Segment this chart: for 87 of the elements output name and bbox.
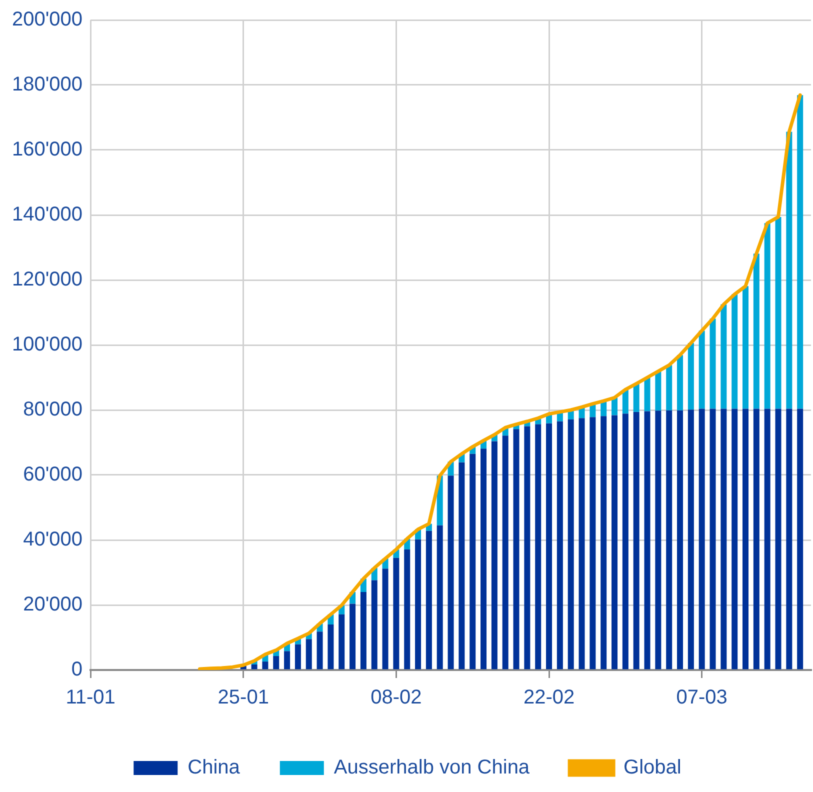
bar [458,462,465,670]
bar [797,95,804,409]
bar [578,418,585,670]
bar [524,426,530,670]
bar [786,408,792,670]
bar [491,441,498,670]
legend-label: Ausserhalb von China [334,756,530,779]
y-tick-label: 0 [71,658,83,681]
y-tick-label: 100'000 [12,334,83,356]
bar [698,408,705,670]
bar [502,436,508,670]
bar [698,330,705,409]
bar [633,412,640,670]
bar [775,408,782,670]
bar [338,614,345,670]
bar [316,632,323,670]
bar [556,421,563,670]
bar [404,549,410,670]
bar [742,408,749,670]
y-tick-label: 180'000 [12,74,83,96]
y-tick-label: 160'000 [12,138,83,161]
bar [382,568,388,670]
bar [535,424,542,670]
bar [426,530,432,670]
bar [415,539,422,670]
bar [262,662,268,670]
bar [294,644,301,670]
bar [742,286,749,409]
x-tick-label: 08-02 [370,686,422,709]
bar [644,378,650,412]
bar [470,454,476,670]
bar [710,408,716,670]
bar [251,664,258,670]
bar [753,408,760,670]
bar [677,410,684,670]
bar [797,408,804,670]
legend-label: China [188,756,241,779]
bar [600,416,607,670]
x-tick-label: 22-02 [523,686,575,709]
bar [655,410,662,670]
bar [775,216,782,409]
bar [328,624,334,670]
legend-label: Global [624,756,682,779]
x-tick-label: 11-01 [66,686,116,709]
bar [350,604,356,670]
bar [546,423,552,670]
bar [436,525,443,670]
bar [655,371,662,411]
bar [306,639,312,670]
bar [480,448,487,670]
bar [612,415,618,670]
bar [764,223,770,409]
y-tick-label: 20'000 [23,594,83,616]
bar [360,592,366,670]
bar [393,558,400,670]
bar [677,355,684,410]
y-tick-label: 40'000 [23,528,83,551]
bar [622,414,628,670]
bar [688,343,694,410]
bar [666,410,672,670]
bar [568,419,574,670]
bar [666,365,672,410]
y-tick-label: 140'000 [12,204,83,226]
bar [720,408,727,670]
bar [688,410,694,670]
bar [732,294,738,409]
y-tick-label: 120'000 [12,268,83,291]
bar [590,417,596,670]
y-tick-label: 60'000 [23,464,83,486]
bar [710,318,716,409]
bar [633,384,640,412]
bar [622,390,628,414]
bar [273,656,280,670]
x-tick-label: 25-01 [218,686,269,709]
bar [371,580,378,670]
bar [513,429,520,670]
bar [764,408,770,670]
bar [284,651,290,670]
bar [644,411,650,670]
bar [720,304,727,409]
bar [732,408,738,670]
bar [448,476,454,670]
y-tick-label: 200'000 [12,8,83,31]
bar [753,254,760,409]
y-tick-label: 80'000 [23,398,83,421]
x-tick-label: 07-03 [676,686,728,709]
bar [786,132,792,409]
